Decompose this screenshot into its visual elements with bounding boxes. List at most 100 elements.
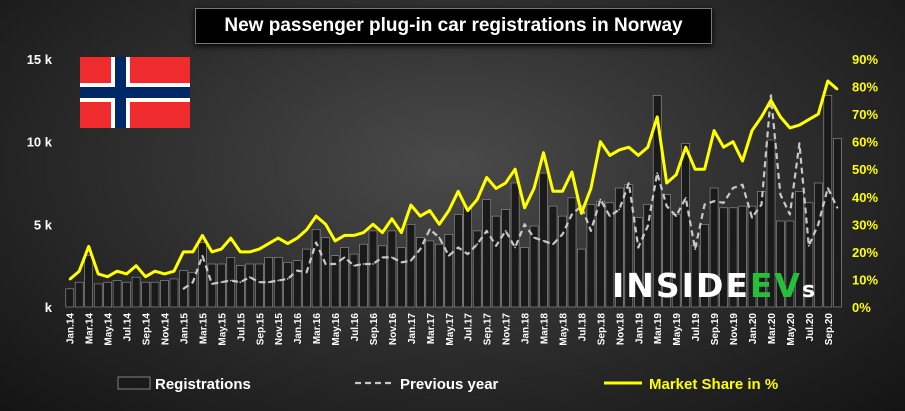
x-tick-label: Nov.18 xyxy=(615,313,626,345)
previous-year-point-Aug.16 xyxy=(362,263,365,265)
market-share-point-May.15 xyxy=(220,248,223,251)
market-share-point-May.19 xyxy=(675,173,678,176)
registrations-bar-Jun.15 xyxy=(226,257,236,308)
previous-year-point-Jun.17 xyxy=(457,246,460,249)
x-tick-label: Jan.16 xyxy=(293,313,304,345)
previous-year-point-Mar.15 xyxy=(201,254,204,257)
right-axis-ticks: 0% 10% 20% 30% 40% 50% 60% 70% 80% 90% xyxy=(852,52,878,315)
legend-label-market-share: Market Share in % xyxy=(649,376,778,393)
x-tick-label: Sep.14 xyxy=(142,313,153,346)
previous-year-point-Sep.18 xyxy=(599,198,602,201)
registrations-bar-Mar.15 xyxy=(198,242,207,308)
market-share-point-May.16 xyxy=(334,239,337,242)
market-share-point-Feb.15 xyxy=(191,250,194,253)
legend: Registrations Previous year Market Share i… xyxy=(117,376,778,393)
market-share-point-Feb.14 xyxy=(78,270,81,273)
right-tick-label: 0% xyxy=(852,300,871,315)
previous-year-point-Jan.16 xyxy=(296,269,299,272)
market-share-point-Mar.16 xyxy=(315,215,318,218)
market-share-point-May.20 xyxy=(788,126,791,129)
market-share-point-Nov.14 xyxy=(163,272,166,275)
registrations-bar-Feb.17 xyxy=(416,237,425,308)
registrations-bar-Jan.19 xyxy=(633,217,643,308)
registrations-bar-Jan.14 xyxy=(65,288,75,308)
market-share-point-Jun.17 xyxy=(457,190,460,193)
market-share-point-Jul.16 xyxy=(353,234,355,237)
right-tick-label: 50% xyxy=(852,162,878,177)
registrations-bar-Jul.20 xyxy=(804,202,814,308)
previous-year-point-Aug.20 xyxy=(817,223,820,226)
market-share-point-Oct.16 xyxy=(381,231,384,234)
x-tick-label: Jul.17 xyxy=(464,313,475,342)
market-share-point-May.18 xyxy=(561,190,564,193)
left-tick-label: 10 k xyxy=(27,135,53,150)
registrations-bar-Apr.14 xyxy=(93,283,103,308)
market-share-point-Sep.20 xyxy=(826,80,829,82)
registrations-bar-Feb.19 xyxy=(643,204,653,308)
registrations-bar-Apr.18 xyxy=(548,205,558,308)
previous-year-point-Apr.16 xyxy=(324,263,327,265)
market-share-point-Sep.15 xyxy=(258,248,261,251)
previous-year-point-Sep.17 xyxy=(485,230,488,232)
right-tick-label: 70% xyxy=(852,107,878,122)
registrations-bar-Aug.19 xyxy=(700,224,709,308)
registrations-bar-Jan.18 xyxy=(520,247,529,308)
registrations-bar-Sep.17 xyxy=(482,199,492,308)
previous-year-point-Aug.15 xyxy=(248,276,251,279)
market-share-point-Nov.19 xyxy=(732,140,734,143)
x-tick-label: Jan.20 xyxy=(748,313,759,345)
registrations-bar-May.14 xyxy=(103,281,112,308)
x-tick-label: Nov.15 xyxy=(274,313,285,345)
market-share-point-Oct.19 xyxy=(722,146,725,149)
previous-year-point-May.15 xyxy=(220,281,223,284)
norway-flag xyxy=(80,57,190,128)
previous-year-point-Feb.16 xyxy=(305,271,308,274)
previous-year-point-Oct.20 xyxy=(836,206,839,209)
previous-year-point-Dec.17 xyxy=(514,246,516,249)
x-tick-label: Mar.14 xyxy=(85,313,96,345)
left-tick-label: k xyxy=(45,300,53,315)
previous-year-point-Dec.16 xyxy=(400,261,403,264)
x-tick-label: Sep.15 xyxy=(255,313,266,346)
previous-year-point-Jan.15 xyxy=(182,287,185,290)
market-share-point-Feb.19 xyxy=(646,146,649,149)
x-tick-label: Sep.20 xyxy=(824,313,835,346)
previous-year-point-Jun.19 xyxy=(684,197,687,199)
previous-year-point-Jul.16 xyxy=(353,264,355,267)
market-share-point-Aug.15 xyxy=(248,250,251,253)
market-share-point-Nov.15 xyxy=(277,237,280,240)
previous-year-point-Jun.20 xyxy=(798,142,801,145)
x-tick-label: May.18 xyxy=(559,313,570,346)
previous-year-point-Jul.17 xyxy=(466,253,469,256)
x-tick-label: Mar.17 xyxy=(426,313,437,345)
x-tick-label: Jul.14 xyxy=(123,313,134,342)
x-tick-label: Jan.17 xyxy=(407,313,418,345)
registrations-bar-Aug.18 xyxy=(586,204,596,308)
previous-year-point-Feb.19 xyxy=(646,225,649,227)
previous-year-point-Dec.18 xyxy=(627,182,630,184)
legend-swatch-registrations xyxy=(117,376,151,390)
registrations-bar-Apr.16 xyxy=(321,237,330,308)
previous-year-point-Sep.19 xyxy=(713,200,715,203)
market-share-point-Sep.16 xyxy=(372,223,374,226)
registrations-bar-Oct.17 xyxy=(491,215,501,308)
previous-year-point-May.20 xyxy=(789,213,791,216)
registrations-bar-Jun.14 xyxy=(112,280,122,308)
registrations-bar-Oct.20 xyxy=(832,138,842,308)
previous-year-point-May.16 xyxy=(334,263,336,265)
registrations-bar-Apr.17 xyxy=(434,243,444,308)
registrations-bar-Sep.16 xyxy=(368,230,378,308)
market-share-point-Feb.18 xyxy=(533,187,535,190)
market-share-point-Jan.18 xyxy=(523,206,526,209)
market-share-point-Apr.17 xyxy=(438,223,441,226)
registrations-bar-Oct.16 xyxy=(378,245,387,308)
registrations-bar-Sep.14 xyxy=(141,281,150,308)
market-share-point-Apr.20 xyxy=(779,115,782,118)
right-tick-label: 10% xyxy=(852,272,878,287)
registrations-bar-Oct.14 xyxy=(150,281,160,308)
previous-year-point-Nov.19 xyxy=(732,187,734,189)
previous-year-point-Jul.19 xyxy=(694,248,696,251)
registrations-bar-Jun.17 xyxy=(453,214,463,308)
registrations-bar-Nov.15 xyxy=(273,257,283,308)
